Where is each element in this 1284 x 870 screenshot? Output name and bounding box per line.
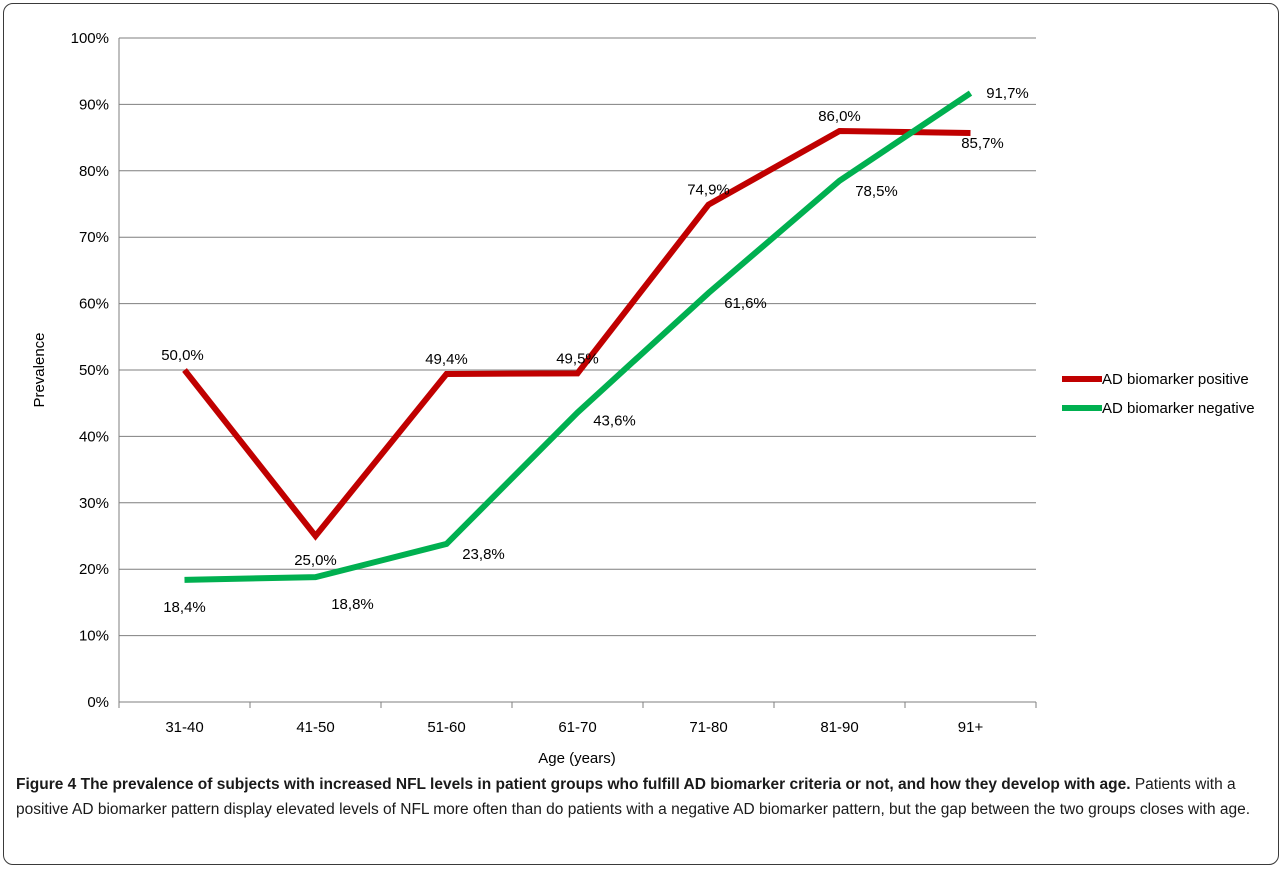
line-chart: 0% 10% 20% 30% 40% 50% 60% 70% 80% 90% 100% 31-40 4… — [31, 30, 1255, 767]
y-tick-label: 0% — [87, 694, 109, 711]
data-label: 50,0% — [161, 347, 204, 364]
x-tick-label: 61-70 — [558, 719, 596, 736]
data-label: 74,9% — [687, 182, 730, 199]
x-tick-label: 41-50 — [296, 719, 334, 736]
data-label: 78,5% — [855, 183, 898, 200]
figure-frame — [3, 3, 1279, 865]
y-tick-label: 90% — [79, 96, 109, 113]
y-tick-label: 80% — [79, 163, 109, 180]
legend-label: AD biomarker negative — [1102, 400, 1255, 417]
caption-text: Patients with a positive AD biomarker pa… — [16, 776, 1251, 818]
y-tick-label: 20% — [79, 561, 109, 578]
data-label: 18,4% — [163, 599, 206, 616]
data-label: 25,0% — [294, 552, 337, 569]
data-label: 91,7% — [986, 85, 1029, 102]
x-tick-label: 81-90 — [820, 719, 858, 736]
y-tick-label: 50% — [79, 362, 109, 379]
series-line-negative — [184, 90, 973, 583]
series-line-positive — [182, 127, 971, 541]
data-label: 85,7% — [961, 135, 1004, 152]
gridlines — [119, 37, 1036, 637]
data-label: 18,8% — [331, 596, 374, 613]
data-label: 86,0% — [818, 108, 861, 125]
data-label: 49,4% — [425, 351, 468, 368]
data-label: 49,5% — [556, 350, 599, 367]
data-label: 61,6% — [724, 295, 767, 312]
y-tick-label: 10% — [79, 628, 109, 645]
y-tick-labels: 0% 10% 20% 30% 40% 50% 60% 70% 80% 90% 100% — [71, 30, 109, 711]
y-axis-label: Prevalence — [31, 332, 48, 407]
series-lines — [182, 90, 973, 583]
y-tick-label: 60% — [79, 296, 109, 313]
legend: AD biomarker positive AD biomarker negati… — [1062, 371, 1255, 417]
x-tick-label: 91+ — [958, 719, 984, 736]
y-tick-label: 40% — [79, 428, 109, 445]
x-tick-label: 51-60 — [427, 719, 465, 736]
figure-caption: Figure 4 The prevalence of subjects with… — [16, 772, 1272, 822]
data-labels: 50,0% 25,0% 49,4% 49,5% 74,9% 86,0% 85,7% 18,4%… — [161, 85, 1029, 616]
caption-title: Figure 4 The prevalence of subjects with… — [16, 776, 1131, 793]
data-label: 43,6% — [593, 412, 636, 429]
legend-label: AD biomarker positive — [1102, 371, 1249, 388]
data-label: 23,8% — [462, 546, 505, 563]
x-tick-label: 71-80 — [689, 719, 727, 736]
y-tick-label: 100% — [71, 30, 109, 47]
y-tick-label: 30% — [79, 495, 109, 512]
x-tick-labels: 31-40 41-50 51-60 61-70 71-80 81-90 91+ — [165, 719, 983, 736]
x-tick-label: 31-40 — [165, 719, 203, 736]
x-axis-label: Age (years) — [538, 750, 616, 767]
axes — [118, 38, 1037, 708]
y-tick-label: 70% — [79, 229, 109, 246]
